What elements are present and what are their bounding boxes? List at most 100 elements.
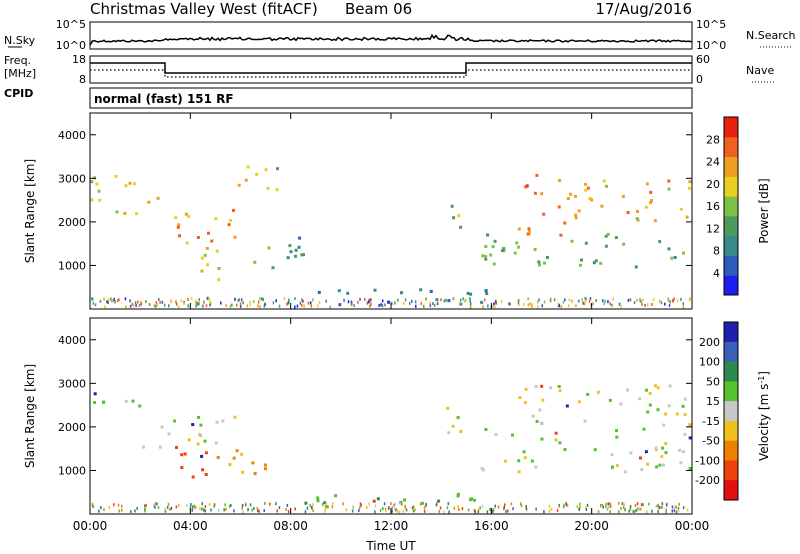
heatmap-cell [649, 201, 653, 204]
heatmap-speckle [137, 300, 139, 304]
heatmap-speckle [633, 301, 636, 305]
heatmap-cell [667, 247, 671, 251]
heatmap-cell [650, 199, 653, 203]
heatmap-cell [661, 446, 665, 450]
heatmap-cell [435, 298, 439, 302]
colorbar-tick-label: -50 [702, 435, 720, 448]
heatmap-cell [648, 403, 652, 407]
heatmap-speckle [607, 300, 609, 304]
heatmap-speckle [342, 502, 344, 506]
heatmap-speckle [440, 298, 442, 302]
heatmap-speckle [100, 506, 102, 510]
heatmap-speckle [213, 503, 216, 507]
heatmap-speckle [423, 509, 426, 513]
heatmap-speckle [92, 505, 94, 508]
heatmap-cell [102, 400, 105, 404]
heatmap-speckle [439, 506, 442, 510]
heatmap-speckle [107, 298, 110, 302]
heatmap-speckle [584, 296, 586, 300]
heatmap-speckle [636, 507, 639, 511]
heatmap-cell [200, 269, 204, 273]
heatmap-speckle [651, 509, 653, 513]
heatmap-speckle [678, 508, 680, 512]
heatmap-speckle [235, 303, 238, 307]
heatmap-cell [316, 496, 320, 500]
heatmap-cell [537, 260, 541, 264]
heatmap-speckle [166, 505, 169, 509]
heatmap-speckle [345, 508, 348, 512]
heatmap-speckle [91, 297, 94, 301]
heatmap-cell [204, 451, 208, 455]
heatmap-speckle [157, 506, 160, 510]
heatmap-cell [437, 499, 441, 503]
heatmap-speckle [278, 506, 281, 510]
heatmap-speckle [230, 504, 232, 507]
heatmap-speckle [586, 503, 589, 507]
heatmap-cell [668, 384, 672, 388]
heatmap-cell [485, 292, 489, 296]
colorbar-swatch [724, 322, 738, 343]
heatmap-speckle [495, 301, 497, 305]
heatmap-cell [233, 235, 237, 239]
heatmap-cell [543, 261, 546, 265]
heatmap-cell [400, 291, 403, 295]
colorbar-tick-label: 4 [713, 267, 720, 280]
heatmap-cell [645, 182, 649, 186]
heatmap-speckle [178, 305, 180, 309]
heatmap-speckle [520, 502, 522, 506]
heatmap-cell [636, 210, 639, 213]
heatmap-cell [662, 423, 666, 427]
heatmap-cell [535, 420, 539, 423]
heatmap-speckle [635, 509, 637, 513]
heatmap-cell [531, 414, 535, 418]
heatmap-cell [480, 300, 484, 304]
heatmap-cell [526, 232, 530, 236]
colorbar-tick-label: 8 [713, 245, 720, 258]
heatmap-speckle [474, 510, 476, 514]
heatmap-speckle [210, 508, 212, 512]
heatmap-speckle [381, 304, 384, 308]
heatmap-cell [679, 207, 683, 211]
heatmap-cell [522, 450, 526, 454]
y-tick-label: 4000 [58, 334, 86, 347]
colorbar-swatch [724, 361, 738, 382]
heatmap-speckle [543, 300, 546, 304]
heatmap-speckle [412, 509, 415, 513]
heatmap-speckle [158, 297, 160, 301]
heatmap-speckle [241, 506, 243, 510]
heatmap-cell [608, 398, 612, 402]
heatmap-speckle [104, 305, 106, 309]
heatmap-cell [275, 188, 279, 192]
heatmap-speckle [144, 504, 146, 508]
heatmap-speckle [479, 506, 481, 510]
heatmap-speckle [307, 301, 310, 305]
heatmap-speckle [633, 510, 635, 513]
heatmap-speckle [131, 302, 134, 306]
heatmap-cell [604, 234, 608, 238]
heatmap-speckle [568, 298, 571, 302]
heatmap-speckle [425, 297, 427, 301]
heatmap-cell [466, 291, 470, 295]
heatmap-speckle [136, 506, 138, 510]
heatmap-speckle [622, 505, 625, 509]
heatmap-speckle [396, 509, 399, 513]
heatmap-cell [93, 392, 97, 396]
heatmap-speckle [541, 304, 543, 308]
heatmap-speckle [493, 302, 495, 306]
heatmap-speckle [435, 503, 438, 507]
heatmap-cell [457, 214, 461, 218]
heatmap-cell [215, 249, 219, 253]
heatmap-cell [288, 244, 292, 248]
heatmap-cell [459, 430, 463, 433]
heatmap-speckle [201, 502, 203, 506]
heatmap-speckle [111, 299, 113, 303]
heatmap-cell [688, 186, 691, 190]
heatmap-cell [634, 265, 638, 269]
heatmap-speckle [445, 298, 447, 302]
heatmap-cell [600, 204, 604, 208]
heatmap-speckle [621, 502, 624, 506]
heatmap-cell [563, 221, 567, 225]
heatmap-speckle [176, 302, 178, 306]
station-title: Christmas Valley West (fitACF) [90, 0, 318, 18]
heatmap-cell [447, 299, 451, 303]
